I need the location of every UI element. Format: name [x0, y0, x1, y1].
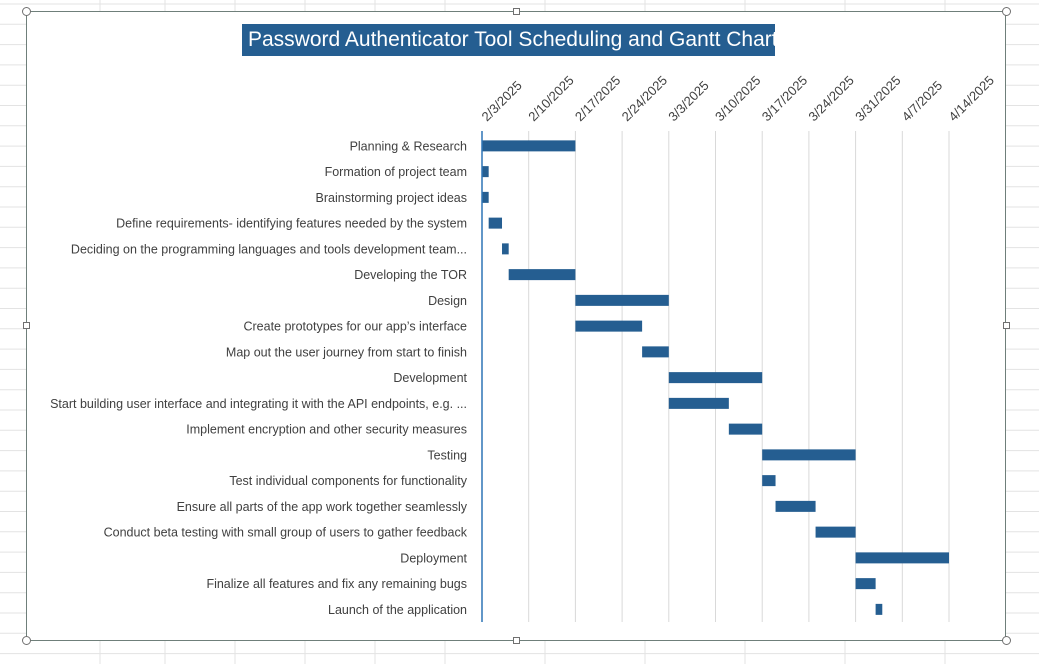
task-bar[interactable] — [482, 166, 489, 178]
task-bar[interactable] — [488, 217, 503, 229]
task-label: Planning & Research — [350, 139, 467, 153]
task-label: Brainstorming project ideas — [316, 191, 467, 205]
task-bar[interactable] — [728, 423, 763, 435]
task-label: Deployment — [400, 551, 467, 565]
resize-handle-bottom-center[interactable] — [513, 637, 520, 644]
x-tick-label: 4/14/2025 — [946, 73, 998, 125]
task-label: Finalize all features and fix any remain… — [206, 577, 467, 591]
task-label: Map out the user journey from start to f… — [226, 345, 467, 359]
task-label: Deciding on the programming languages an… — [71, 242, 467, 256]
resize-handle-top-right[interactable] — [1002, 7, 1011, 16]
task-bar[interactable] — [482, 140, 576, 152]
task-label: Start building user interface and integr… — [50, 397, 467, 411]
task-label: Development — [393, 371, 467, 385]
resize-handle-top-center[interactable] — [513, 8, 520, 15]
task-label: Design — [428, 294, 467, 308]
task-label: Launch of the application — [328, 603, 467, 617]
resize-handle-bottom-left[interactable] — [22, 636, 31, 645]
task-bar[interactable] — [762, 449, 856, 461]
task-bar[interactable] — [855, 552, 949, 564]
x-tick-label: 2/10/2025 — [525, 73, 577, 125]
task-bar[interactable] — [642, 346, 669, 358]
task-label: Ensure all parts of the app work togethe… — [177, 500, 468, 514]
resize-handle-middle-left[interactable] — [23, 322, 30, 329]
task-label: Create prototypes for our app’s interfac… — [243, 320, 467, 334]
task-bar[interactable] — [875, 603, 883, 615]
task-label: Testing — [427, 448, 467, 462]
x-tick-label: 3/24/2025 — [805, 73, 857, 125]
task-label: Formation of project team — [325, 165, 467, 179]
task-label: Conduct beta testing with small group of… — [104, 526, 468, 540]
x-tick-label: 3/31/2025 — [852, 73, 904, 125]
task-bar[interactable] — [575, 320, 643, 332]
task-label: Test individual components for functiona… — [229, 474, 467, 488]
x-tick-label: 2/17/2025 — [572, 73, 624, 125]
resize-handle-top-left[interactable] — [22, 7, 31, 16]
resize-handle-middle-right[interactable] — [1003, 322, 1010, 329]
task-bar[interactable] — [855, 578, 876, 590]
task-bar[interactable] — [668, 372, 763, 384]
task-bar[interactable] — [508, 269, 576, 281]
task-bar[interactable] — [502, 243, 509, 255]
task-bar[interactable] — [668, 397, 729, 409]
task-bar[interactable] — [775, 500, 816, 512]
resize-handle-bottom-right[interactable] — [1002, 636, 1011, 645]
x-tick-label: 2/24/2025 — [619, 73, 671, 125]
task-bar[interactable] — [575, 294, 669, 306]
x-tick-label: 4/7/2025 — [899, 78, 945, 124]
chart-title[interactable]: Password Authenticator Tool Scheduling a… — [242, 24, 775, 56]
task-bar[interactable] — [482, 191, 489, 203]
task-label: Define requirements- identifying feature… — [116, 217, 467, 231]
x-tick-label: 3/3/2025 — [665, 78, 711, 124]
x-tick-label: 3/10/2025 — [712, 73, 764, 125]
task-bar[interactable] — [815, 526, 856, 538]
task-label: Developing the TOR — [354, 268, 467, 282]
task-label: Implement encryption and other security … — [186, 423, 467, 437]
x-tick-label: 3/17/2025 — [759, 73, 811, 125]
task-bar[interactable] — [762, 475, 776, 487]
x-tick-label: 2/3/2025 — [479, 78, 525, 124]
